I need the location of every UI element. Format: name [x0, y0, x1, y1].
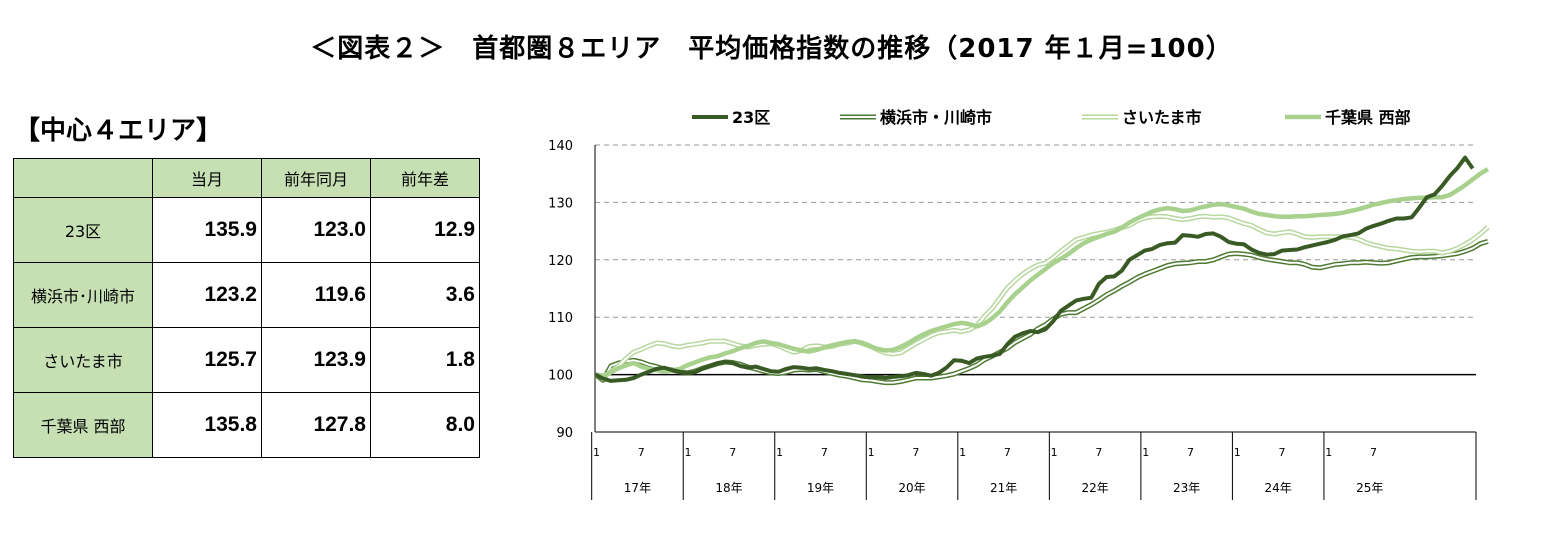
header-current: 当月 [152, 158, 262, 198]
series-line [594, 155, 1475, 383]
header-prev-year: 前年同月 [261, 158, 371, 198]
line-chart: 23区 横浜市・川崎市 さいたま市 千葉県 西部 90100110120130140 … [548, 108, 1490, 500]
x-tick-label: 7 [1095, 446, 1102, 459]
row-label: 23区 [13, 197, 153, 263]
x-tick-label: 7 [1187, 446, 1194, 459]
table-corner-cell [13, 158, 153, 198]
row-label: 千葉県 西部 [13, 392, 153, 458]
x-tick-label: 1 [1234, 446, 1241, 459]
y-axis: 90 100 110 120 130 140 [548, 139, 596, 441]
table-title: 【中心４エリア】 [14, 116, 223, 146]
series-0 [594, 155, 1475, 383]
row-label: 横浜市･川崎市 [13, 262, 153, 328]
legend-label: さいたま市 [1122, 108, 1202, 127]
x-tick-label: 7 [1004, 446, 1011, 459]
y-tick-label: 100 [548, 369, 573, 384]
legend-item: 23区 [692, 108, 770, 127]
year-label: 23年 [1173, 481, 1200, 495]
legend-label: 千葉県 西部 [1325, 108, 1411, 127]
cell-diff: 8.0 [370, 392, 480, 458]
chart-series [594, 155, 1490, 386]
x-tick-label: 1 [1142, 446, 1149, 459]
x-tick-label: 1 [1325, 446, 1332, 459]
summary-table: 当月 前年同月 前年差 23区 135.9 123.0 12.9 横浜市･川崎市… [13, 158, 480, 458]
year-label: 19年 [807, 481, 834, 495]
cell-prev-year: 123.0 [261, 197, 371, 263]
cell-diff: 12.9 [370, 197, 480, 263]
legend-item: 千葉県 西部 [1285, 108, 1411, 127]
table-row: 23区 135.9 123.0 12.9 [13, 197, 480, 263]
year-label: 20年 [898, 481, 925, 495]
cell-prev-year: 127.8 [261, 392, 371, 458]
cell-diff: 1.8 [370, 327, 480, 393]
x-tick-label: 7 [1278, 446, 1285, 459]
legend-item: さいたま市 [1082, 108, 1202, 127]
y-tick-label: 90 [556, 426, 573, 441]
cell-current: 135.8 [152, 392, 262, 458]
legend-label: 横浜市・川崎市 [880, 108, 992, 127]
table-row: 横浜市･川崎市 123.2 119.6 3.6 [13, 262, 480, 328]
x-tick-label: 7 [729, 446, 736, 459]
table-header-row: 当月 前年同月 前年差 [13, 158, 480, 198]
x-tick-label: 1 [593, 446, 600, 459]
x-tick-label: 1 [776, 446, 783, 459]
year-label: 18年 [715, 481, 742, 495]
x-tick-label: 7 [1370, 446, 1377, 459]
legend-label: 23区 [732, 108, 770, 127]
year-label: 25年 [1356, 481, 1383, 495]
cell-current: 125.7 [152, 327, 262, 393]
table-row: さいたま市 125.7 123.9 1.8 [13, 327, 480, 393]
x-tick-label: 7 [912, 446, 919, 459]
year-label: 17年 [624, 481, 651, 495]
chart-legend: 23区 横浜市・川崎市 さいたま市 千葉県 西部 [692, 108, 1411, 127]
y-tick-label: 130 [548, 196, 573, 211]
x-tick-label: 1 [959, 446, 966, 459]
cell-current: 123.2 [152, 262, 262, 328]
x-tick-label: 7 [821, 446, 828, 459]
y-tick-label: 120 [548, 254, 573, 269]
legend-item: 横浜市・川崎市 [840, 108, 992, 127]
x-tick-label: 1 [1051, 446, 1058, 459]
cell-current: 135.9 [152, 197, 262, 263]
cell-prev-year: 123.9 [261, 327, 371, 393]
table-row: 千葉県 西部 135.8 127.8 8.0 [13, 392, 480, 458]
cell-diff: 3.6 [370, 262, 480, 328]
y-tick-label: 140 [548, 139, 573, 154]
year-label: 22年 [1081, 481, 1108, 495]
chart-grid [595, 144, 1476, 376]
year-label: 21年 [990, 481, 1017, 495]
series-line [595, 167, 1490, 378]
x-tick-label: 1 [868, 446, 875, 459]
header-diff: 前年差 [370, 158, 480, 198]
x-tick-label: 7 [638, 446, 645, 459]
year-label: 24年 [1265, 481, 1292, 495]
series-3 [595, 167, 1490, 378]
y-tick-label: 110 [548, 311, 573, 326]
x-axis: 1 7 17年 1 7 18年 1 7 19年 1 7 20年 1 7 21年 1 7 22年 1 7 23年 1 7 24年… [591, 431, 1477, 500]
cell-prev-year: 119.6 [261, 262, 371, 328]
page-title: ＜図表２＞ 首都圏８エリア 平均価格指数の推移（2017 年１月=100） [310, 34, 1233, 64]
row-label: さいたま市 [13, 327, 153, 393]
x-tick-label: 1 [685, 446, 692, 459]
